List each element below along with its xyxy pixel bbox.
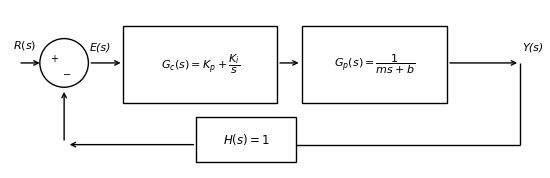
Text: +: + — [51, 54, 58, 64]
FancyBboxPatch shape — [123, 26, 277, 103]
Text: $G_p(s) = \dfrac{1}{ms + b}$: $G_p(s) = \dfrac{1}{ms + b}$ — [334, 53, 415, 76]
Text: $H(s) = 1$: $H(s) = 1$ — [223, 132, 270, 147]
FancyBboxPatch shape — [196, 117, 296, 162]
FancyBboxPatch shape — [301, 26, 447, 103]
Text: $R(s)$: $R(s)$ — [13, 40, 36, 53]
Text: −: − — [63, 70, 70, 80]
Text: $G_c(s) = K_p + \dfrac{K_i}{s}$: $G_c(s) = K_p + \dfrac{K_i}{s}$ — [161, 53, 240, 76]
Text: E(s): E(s) — [90, 43, 111, 53]
Text: Y(s): Y(s) — [522, 43, 544, 53]
